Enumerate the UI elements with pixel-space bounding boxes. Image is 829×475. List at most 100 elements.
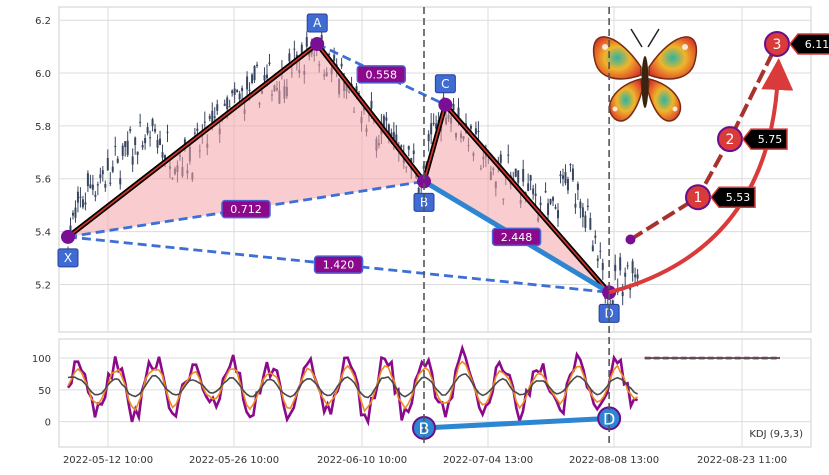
target-arrow (608, 58, 794, 295)
candle-body (527, 183, 530, 191)
price-tick-label: 5.6 (35, 175, 51, 186)
candle-body (196, 128, 199, 131)
candle-body (549, 199, 552, 204)
candle-body (300, 44, 303, 58)
candle-body (121, 145, 124, 156)
point-marker (417, 174, 431, 189)
pattern-fill-xab (68, 43, 424, 237)
candle-body (554, 207, 557, 209)
candle-body (427, 134, 430, 142)
candle-body (94, 194, 97, 197)
target-number: 2 (726, 132, 735, 148)
candle-body (151, 119, 154, 127)
candle-body (532, 188, 535, 195)
candle-body (71, 212, 74, 216)
price-tick-label: 6.0 (35, 69, 51, 80)
candle-body (571, 168, 574, 181)
kdj-tick-label: 0 (45, 418, 51, 429)
candle-body (435, 123, 438, 129)
candle-body (86, 173, 89, 187)
candle-body (385, 117, 388, 121)
candle-body (564, 171, 567, 184)
candle-body (400, 145, 403, 148)
candle-body (69, 225, 72, 233)
target-value-box (710, 186, 756, 208)
candle-body (629, 287, 632, 290)
candle-body (126, 140, 129, 155)
candle-body (370, 100, 373, 109)
candle-body (248, 89, 251, 92)
candle-body (166, 131, 169, 133)
point-box (306, 13, 328, 33)
candle-body (320, 35, 323, 40)
candle-body (211, 110, 214, 124)
candle-body (236, 90, 239, 93)
candle-body (569, 164, 572, 166)
candle-body (89, 184, 92, 189)
target-circle (717, 126, 743, 153)
candle-body (91, 184, 94, 190)
candle-body (106, 158, 109, 171)
candle-body (216, 104, 219, 111)
candle-body (611, 300, 614, 306)
candle-body (355, 86, 358, 92)
candle-body (193, 132, 196, 134)
candle-body (589, 218, 592, 230)
leg-ab-inner (316, 43, 425, 182)
time-axis: 2022-05-12 10:00 2022-05-26 10:00 2022-06-… (63, 455, 787, 466)
candle-body (529, 175, 532, 181)
candle-body (507, 154, 510, 156)
candle-body (256, 64, 259, 67)
candle-body (407, 146, 410, 150)
kdj-grid: 0 50 100 (32, 339, 811, 447)
candle-body (116, 158, 119, 163)
candle-body (619, 257, 622, 271)
candle-body (305, 37, 308, 47)
candle-body (469, 125, 472, 129)
price-axis: 5.2 5.4 5.6 5.8 6.0 6.2 (35, 16, 51, 291)
point-label: D (604, 306, 613, 320)
point-label: B (420, 195, 428, 209)
candle-body (390, 132, 393, 136)
candle-body (594, 235, 597, 238)
point-marker (438, 97, 453, 112)
projection-start (625, 234, 636, 245)
time-tick-label: 2022-05-12 10:00 (63, 455, 153, 466)
target-number: 1 (694, 190, 703, 206)
candle-body (246, 76, 249, 90)
candle-body (539, 202, 542, 206)
leg-xa-inner (67, 43, 318, 238)
candle-body (161, 152, 164, 158)
candle-body (621, 291, 624, 297)
target-value: 5.75 (758, 133, 783, 146)
candle-body (101, 170, 104, 175)
candle-body (636, 274, 639, 279)
candle-body (412, 150, 415, 155)
candle-body (624, 272, 627, 277)
candle-body (228, 106, 231, 108)
candle-body (547, 203, 550, 216)
candle-body (124, 141, 127, 148)
candle-body (579, 201, 582, 209)
candle-body (164, 155, 167, 159)
point-box (57, 248, 79, 268)
target-value-box (789, 33, 829, 55)
candle-body (596, 258, 599, 261)
time-tick-label: 2022-05-26 10:00 (189, 455, 279, 466)
candle-body (104, 183, 107, 188)
candle-body (119, 178, 122, 185)
candle-body (552, 197, 555, 201)
candle-body (139, 121, 142, 123)
ratio-label: 0.712 (230, 203, 262, 216)
candle-body (328, 53, 331, 55)
candle-body (159, 138, 162, 145)
leg-bc-inner (423, 104, 447, 182)
ratio-box (313, 255, 364, 274)
candle-body (522, 169, 525, 182)
candle-body (263, 75, 266, 81)
candle-body (79, 196, 82, 198)
point-label: X (64, 251, 72, 265)
candle-body (457, 107, 460, 120)
candle-body (333, 54, 336, 61)
candle-body (96, 184, 99, 186)
